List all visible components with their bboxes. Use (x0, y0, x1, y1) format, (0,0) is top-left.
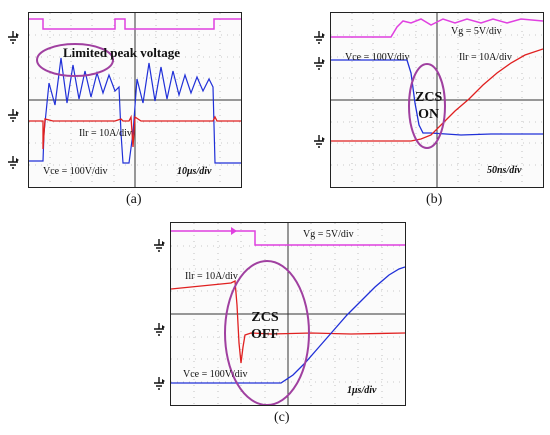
scope-trace-area-b (331, 13, 543, 187)
scope-panel-b: Vg = 5V/div Vce = 100V/div Ilr = 10A/div… (330, 12, 544, 188)
ilr-scale-label-b: Ilr = 10A/div (459, 52, 512, 63)
vg-scale-label-c: Vg = 5V/div (303, 229, 354, 240)
timebase-label-a: 10μs/div (177, 166, 212, 177)
trigger-marker-c (231, 227, 237, 235)
scope-panel-c: Vg = 5V/div Ilr = 10A/div ZCS OFF Vce = … (170, 222, 406, 406)
trace-ilr-a (29, 114, 241, 150)
ground-marker-icon (312, 30, 326, 44)
peak-voltage-ellipse-a (36, 43, 114, 77)
caption-c: (c) (274, 410, 290, 425)
zcs-off-ellipse-c (224, 260, 310, 405)
peak-voltage-label-a: Limited peak voltage (63, 45, 180, 60)
zcs-on-ellipse-b (408, 63, 446, 149)
ground-marker-icon (6, 30, 20, 44)
scope-panel-a: Limited peak voltage Ilr = 10A/div Vce =… (28, 12, 242, 188)
vg-scale-label-b: Vg = 5V/div (451, 26, 502, 37)
trace-vce-c (171, 266, 405, 384)
vce-scale-label-a: Vce = 100V/div (43, 166, 108, 177)
caption-b: (b) (426, 192, 443, 207)
ground-marker-icon (6, 108, 20, 122)
trace-vce-b (331, 59, 543, 136)
timebase-label-c: 1μs/div (347, 385, 377, 396)
caption-a: (a) (126, 192, 142, 207)
ground-marker-icon (312, 134, 326, 148)
ilr-scale-label-a: Ilr = 10A/div (79, 128, 132, 139)
timebase-label-b: 50ns/div (487, 165, 522, 176)
grid-dots-a (29, 13, 241, 187)
vce-scale-label-b: Vce = 100V/div (345, 52, 410, 63)
vce-scale-label-c: Vce = 100V/div (183, 369, 248, 380)
trace-vce-a (29, 57, 241, 164)
trace-vg-a (29, 18, 241, 30)
trace-vg-b (331, 18, 543, 38)
scope-trace-area-a (29, 13, 241, 187)
trace-ilr-b (331, 48, 543, 142)
ground-marker-icon (152, 376, 166, 390)
ground-marker-icon (312, 56, 326, 70)
zcs-on-label-b: ZCS ON (415, 90, 443, 122)
ground-marker-icon (6, 155, 20, 169)
zcs-off-label-c: ZCS OFF (251, 310, 279, 342)
ground-marker-icon (152, 238, 166, 252)
ilr-scale-label-c: Ilr = 10A/div (185, 271, 238, 282)
trace-ilr-c (171, 279, 405, 364)
scope-trace-area-c (171, 223, 405, 405)
ground-marker-icon (152, 322, 166, 336)
trace-vg-c (171, 230, 405, 246)
